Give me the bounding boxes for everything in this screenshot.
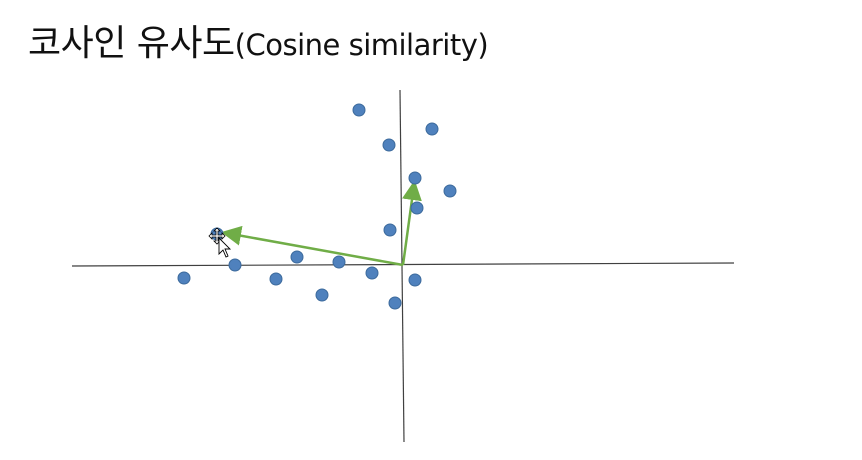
title-korean: 코사인 유사도 xyxy=(28,23,235,64)
data-point xyxy=(332,255,346,269)
vector-arrow-up xyxy=(401,180,422,266)
data-point xyxy=(177,271,191,285)
page-title: 코사인 유사도(Cosine similarity) xyxy=(28,14,489,66)
data-point xyxy=(443,184,457,198)
data-points xyxy=(177,103,457,310)
data-point xyxy=(269,272,283,286)
title-english: (Cosine similarity) xyxy=(234,28,489,62)
data-point xyxy=(382,138,396,152)
data-point xyxy=(228,258,242,272)
data-point xyxy=(365,266,379,280)
data-point xyxy=(352,103,366,117)
data-point xyxy=(315,288,329,302)
vector-arrow-left xyxy=(221,225,404,267)
data-point xyxy=(408,171,422,185)
data-point xyxy=(410,201,424,215)
data-point xyxy=(290,250,304,264)
data-point xyxy=(388,296,402,310)
data-point xyxy=(383,223,397,237)
move-cursor-icon xyxy=(208,227,232,258)
data-point xyxy=(408,273,422,287)
data-point xyxy=(425,122,439,136)
